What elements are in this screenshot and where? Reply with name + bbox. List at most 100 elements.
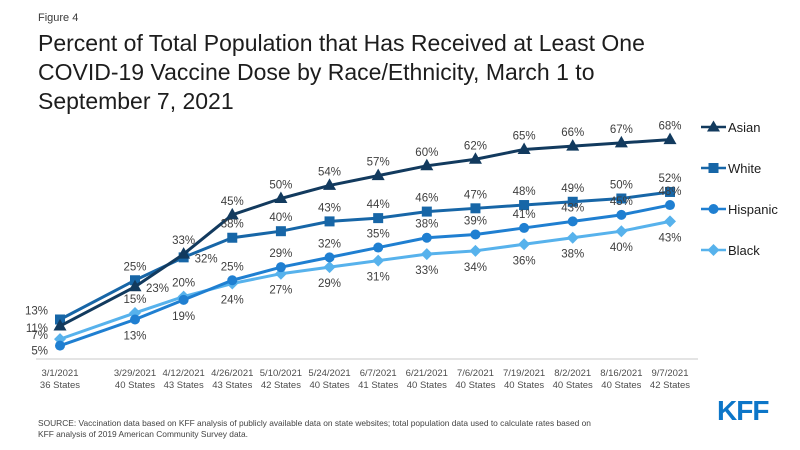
legend-item-black: Black xyxy=(700,242,778,258)
value-label-black-9: 36% xyxy=(513,255,536,267)
figure-number-label: Figure 4 xyxy=(38,12,79,24)
legend-label-asian: Asian xyxy=(728,119,761,135)
x-tick-date-10: 8/2/2021 xyxy=(554,368,591,379)
series-marker-asian-12 xyxy=(663,132,677,145)
value-label-asian-0: 11% xyxy=(26,323,48,335)
series-marker-asian-2 xyxy=(177,247,191,259)
value-label-asian-5: 54% xyxy=(318,166,341,178)
series-marker-hispanic-8 xyxy=(470,229,481,240)
x-tick-states-2: 43 States xyxy=(164,380,204,391)
value-label-hispanic-10: 43% xyxy=(561,202,584,214)
value-label-asian-4: 50% xyxy=(269,180,292,192)
series-marker-asian-0 xyxy=(53,319,67,331)
series-marker-black-8 xyxy=(469,244,482,257)
x-tick-date-9: 7/19/2021 xyxy=(503,368,545,379)
chart-title-line-3: September 7, 2021 xyxy=(38,88,234,114)
series-marker-white-11 xyxy=(616,193,627,204)
series-marker-asian-3 xyxy=(225,207,239,220)
series-marker-hispanic-0 xyxy=(55,340,65,351)
value-label-black-2: 20% xyxy=(172,278,195,290)
chart-title: Percent of Total Population that Has Rec… xyxy=(38,29,645,116)
series-marker-white-12 xyxy=(664,186,675,197)
series-marker-white-3 xyxy=(227,232,238,243)
x-tick-date-0: 3/1/2021 xyxy=(42,368,79,379)
series-marker-white-5 xyxy=(324,216,335,227)
value-label-black-0: 7% xyxy=(31,330,48,342)
series-marker-asian-1 xyxy=(128,279,142,292)
chart-title-line-2: COVID-19 Vaccine Dose by Race/Ethnicity,… xyxy=(38,59,595,85)
series-marker-black-9 xyxy=(518,238,531,251)
x-tick-date-4: 5/10/2021 xyxy=(260,368,302,379)
series-marker-white-10 xyxy=(567,196,578,207)
value-label-hispanic-1: 13% xyxy=(123,330,146,342)
value-label-hispanic-8: 39% xyxy=(464,215,487,227)
value-label-asian-7: 60% xyxy=(415,147,438,159)
series-marker-asian-10 xyxy=(566,139,580,151)
value-label-hispanic-11: 45% xyxy=(610,196,633,208)
value-label-black-3: 24% xyxy=(221,295,244,307)
kff-logo: KFF xyxy=(717,395,769,426)
value-label-asian-12: 68% xyxy=(658,121,681,133)
value-label-white-1: 25% xyxy=(123,261,146,273)
x-tick-states-7: 40 States xyxy=(407,380,447,391)
value-label-hispanic-0: 5% xyxy=(31,346,48,358)
square-legend-icon xyxy=(701,163,726,173)
value-label-black-8: 34% xyxy=(464,262,487,274)
series-marker-asian-11 xyxy=(614,135,628,148)
value-label-asian-9: 65% xyxy=(513,130,536,142)
value-label-white-6: 44% xyxy=(367,199,390,211)
series-marker-hispanic-11 xyxy=(616,209,627,220)
series-marker-black-12 xyxy=(663,215,676,228)
x-tick-states-5: 40 States xyxy=(309,380,349,391)
x-tick-date-6: 6/7/2021 xyxy=(360,368,397,379)
value-label-black-5: 29% xyxy=(318,278,341,290)
x-tick-states-11: 40 States xyxy=(601,380,641,391)
value-label-hispanic-6: 35% xyxy=(367,229,390,241)
value-label-hispanic-4: 29% xyxy=(269,248,292,260)
series-marker-black-11 xyxy=(615,225,628,238)
value-label-white-2: 32% xyxy=(195,253,218,265)
series-marker-asian-5 xyxy=(323,178,337,190)
series-marker-black-10 xyxy=(566,231,579,244)
series-marker-asian-7 xyxy=(420,158,434,171)
series-marker-black-6 xyxy=(372,254,385,267)
legend-item-white: White xyxy=(700,160,778,176)
x-tick-date-1: 3/29/2021 xyxy=(114,368,156,379)
x-tick-date-11: 8/16/2021 xyxy=(600,368,642,379)
diamond-legend-icon xyxy=(701,244,726,256)
value-label-black-10: 38% xyxy=(561,249,584,261)
triangle-marker-shape xyxy=(707,120,720,132)
series-marker-hispanic-7 xyxy=(421,232,432,243)
x-tick-states-8: 40 States xyxy=(455,380,495,391)
legend-label-white: White xyxy=(728,160,762,176)
x-tick-states-6: 41 States xyxy=(358,380,398,391)
x-tick-date-8: 7/6/2021 xyxy=(457,368,494,379)
value-label-black-12: 43% xyxy=(658,232,681,244)
chart-legend: Asian White Hispanic Black xyxy=(700,119,778,258)
value-label-white-8: 47% xyxy=(464,189,487,201)
legend-item-asian: Asian xyxy=(700,119,778,135)
value-label-white-12: 52% xyxy=(658,173,681,185)
chart-title-line-1: Percent of Total Population that Has Rec… xyxy=(38,30,645,56)
value-label-black-1: 15% xyxy=(123,294,146,306)
triangle-legend-icon xyxy=(701,120,726,132)
legend-item-hispanic: Hispanic xyxy=(700,201,778,217)
value-label-asian-3: 45% xyxy=(221,196,244,208)
series-marker-asian-4 xyxy=(274,191,288,203)
value-label-white-5: 43% xyxy=(318,202,341,214)
value-label-white-4: 40% xyxy=(269,212,292,224)
legend-label-hispanic: Hispanic xyxy=(728,201,778,217)
value-label-black-4: 27% xyxy=(269,285,292,297)
series-marker-asian-9 xyxy=(517,142,531,154)
value-label-asian-6: 57% xyxy=(367,157,390,169)
series-marker-hispanic-4 xyxy=(275,262,286,273)
value-label-asian-1: 23% xyxy=(146,283,169,295)
series-marker-hispanic-12 xyxy=(664,200,675,211)
series-marker-hispanic-3 xyxy=(227,275,238,286)
value-label-hispanic-12: 48% xyxy=(658,186,681,198)
value-label-asian-8: 62% xyxy=(464,140,487,152)
series-marker-hispanic-1 xyxy=(130,314,140,325)
x-tick-states-12: 42 States xyxy=(650,380,690,391)
